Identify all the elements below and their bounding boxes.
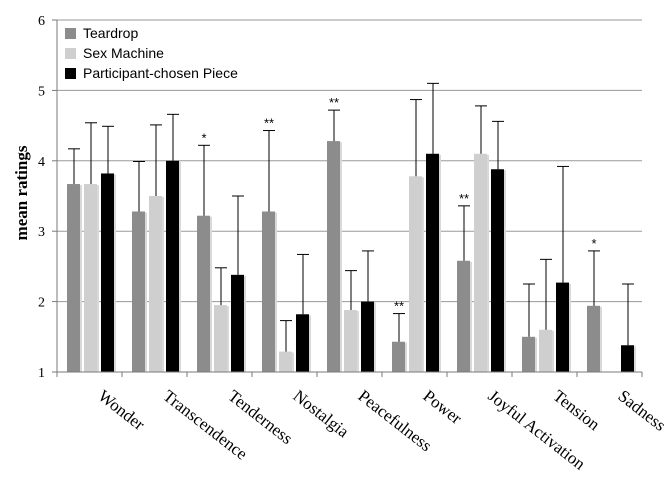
bar-shadow	[162, 197, 164, 372]
bar	[166, 160, 179, 372]
bar-shadow	[600, 306, 602, 372]
bar-shadow	[504, 170, 506, 372]
bar	[197, 215, 210, 372]
bar-shadow	[340, 142, 342, 372]
bar	[214, 305, 227, 372]
bar	[262, 211, 275, 372]
significance-marker: *	[591, 236, 596, 251]
bar-shadow	[374, 302, 376, 372]
y-axis-title: mean ratings	[12, 145, 31, 240]
legend-label: Sex Machine	[83, 45, 164, 61]
bar	[587, 305, 600, 372]
bar	[409, 176, 422, 372]
significance-marker: *	[201, 130, 206, 145]
bar-shadow	[309, 315, 311, 372]
bar-shadow	[487, 154, 489, 372]
legend-label: Participant-chosen Piece	[83, 65, 238, 81]
bar-shadow	[634, 346, 636, 372]
y-tick-label: 6	[38, 14, 45, 29]
y-tick-labels: 1 2 3 4 5 6	[38, 14, 45, 381]
y-tick-label: 5	[38, 84, 45, 99]
legend-swatch	[65, 28, 76, 39]
bar	[279, 351, 292, 372]
bar-shadow	[114, 174, 116, 372]
bar-shadow	[97, 185, 99, 372]
bar-shadow	[145, 212, 147, 372]
bar	[132, 211, 145, 372]
bar-shadow	[227, 306, 229, 372]
bars	[67, 141, 636, 372]
bar	[491, 169, 504, 372]
bar-shadow	[80, 185, 82, 372]
significance-marker: **	[394, 299, 404, 314]
bar-shadow	[422, 177, 424, 372]
bar	[474, 153, 487, 372]
bar	[556, 282, 569, 372]
significance-marker: **	[459, 191, 469, 206]
bar-shadow	[569, 283, 571, 372]
category-label: Power	[420, 386, 466, 428]
significance-marker: **	[329, 95, 339, 110]
bar-shadow	[179, 161, 181, 372]
bar-shadow	[552, 330, 554, 372]
bar-shadow	[244, 275, 246, 372]
bar	[361, 301, 374, 372]
bar	[296, 314, 309, 372]
category-label: Sadness	[615, 386, 670, 435]
y-tick-label: 3	[38, 225, 45, 240]
legend-swatch	[65, 48, 76, 59]
y-tick-label: 2	[38, 296, 45, 311]
legend-label: Teardrop	[83, 25, 138, 41]
axes	[52, 19, 643, 377]
bar	[327, 141, 340, 372]
significance-markers: **********	[201, 95, 596, 313]
error-bars	[68, 82, 634, 352]
bar-shadow	[275, 212, 277, 372]
y-tick-label: 1	[38, 366, 45, 381]
legend: Teardrop Sex Machine Participant-chosen Pi…	[65, 25, 238, 81]
bar-shadow	[357, 311, 359, 372]
bar	[426, 153, 439, 372]
bar	[539, 329, 552, 372]
category-label: Tension	[550, 386, 604, 434]
legend-swatch	[65, 68, 76, 79]
bar-shadow	[439, 154, 441, 372]
bar	[621, 345, 634, 372]
bar	[67, 184, 80, 372]
bar-shadow	[210, 216, 212, 372]
bar-shadow	[470, 261, 472, 372]
bar	[149, 196, 162, 372]
bar	[392, 341, 405, 372]
bar-shadow	[535, 337, 537, 372]
category-label: Nostalgia	[290, 386, 353, 441]
bar-shadow	[292, 352, 294, 372]
category-label: Wonder	[95, 386, 149, 434]
bar	[344, 310, 357, 372]
bar	[101, 173, 114, 372]
bar	[231, 274, 244, 372]
bar	[457, 260, 470, 372]
bar	[84, 184, 97, 372]
y-tick-label: 4	[38, 155, 45, 170]
bar	[522, 336, 535, 372]
bar-shadow	[405, 342, 407, 372]
significance-marker: **	[264, 116, 274, 131]
